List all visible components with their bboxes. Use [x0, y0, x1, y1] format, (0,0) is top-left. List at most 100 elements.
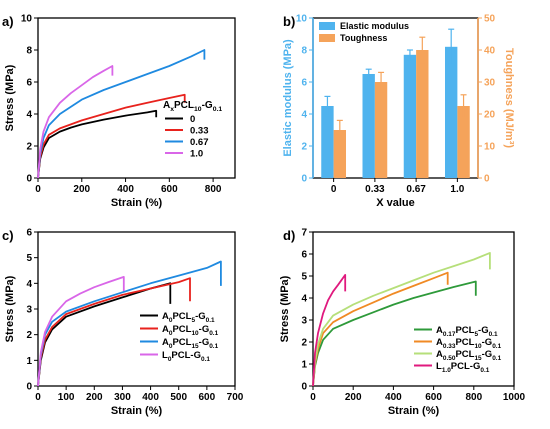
y-tick-label: 4: [301, 294, 307, 305]
legend-label: A0PCL15-G0.1: [162, 337, 219, 350]
x-tick-label: 200: [345, 392, 362, 403]
legend-text-part: 0.1: [206, 317, 215, 324]
y-tick-label: 1: [26, 356, 32, 367]
x-tick-label: 700: [227, 392, 244, 403]
plot-frame: [37, 231, 236, 387]
legend-label: A0.50PCL15-G0.1: [436, 349, 502, 362]
legend-label: A0PCL5-G0.1: [162, 311, 215, 324]
y-tick-label: 2: [26, 330, 32, 341]
legend-text-part: 5: [191, 317, 195, 324]
y-tick-label-left: 6: [301, 78, 307, 89]
x-tick-label: 0: [310, 392, 316, 403]
legend-text-part: 1.0: [442, 367, 451, 374]
y-axis-label-right: Toughness (MJ/m³): [503, 48, 515, 148]
x-tick-label: 200: [86, 392, 103, 403]
legend-text-part: -G: [482, 349, 493, 360]
series-line-3: [37, 65, 114, 179]
y-axis-label-left: Elastic modulus (MPa): [282, 39, 294, 157]
legend-text-part: -G: [199, 337, 210, 348]
x-tick-label: 1.0: [450, 184, 464, 195]
plot-frame: [312, 231, 515, 387]
legend-text-part: A: [436, 349, 443, 360]
x-tick-label: 600: [425, 392, 442, 403]
x-tick-label: 0.33: [365, 184, 385, 195]
panel-label: c): [2, 228, 14, 243]
bar: [333, 130, 346, 178]
y-tick-label: 5: [26, 253, 32, 264]
legend-text-part: PCL: [455, 349, 474, 360]
legend-label: 0.33: [190, 126, 209, 137]
y-tick-label: 2: [26, 142, 32, 153]
bar: [362, 74, 375, 178]
y-tick-label: 4: [26, 110, 32, 121]
legend-label: Toughness: [340, 33, 387, 43]
y-tick-label: 10: [21, 14, 33, 25]
panel-label: a): [2, 14, 14, 29]
y-tick-label-right: 50: [484, 14, 496, 25]
series-line-2: [37, 49, 206, 179]
bar: [374, 82, 388, 178]
y-tick-label-right: 10: [484, 142, 496, 153]
bar: [457, 106, 470, 178]
legend-text-part: PCL-G: [171, 350, 201, 361]
bar: [445, 46, 458, 178]
y-tick-label: 6: [26, 78, 32, 89]
panel-label: d): [283, 228, 295, 243]
series-line-2: [312, 251, 491, 387]
x-tick-label: 1000: [503, 392, 526, 403]
legend-text-part: 10: [474, 343, 482, 350]
y-tick-label: 5: [301, 272, 307, 283]
x-tick-label: 600: [161, 184, 178, 195]
y-axis-label: Stress (MPa): [279, 275, 291, 342]
legend-label: 0: [190, 114, 195, 125]
x-tick-label: 800: [205, 184, 222, 195]
legend-text-part: 0.1: [480, 367, 489, 374]
y-tick-label: 8: [26, 46, 32, 57]
legend-swatch: [319, 22, 335, 30]
legend-text-part: L: [162, 350, 168, 361]
y-tick-label-right: 0: [484, 174, 490, 185]
legend-text-part: 0.1: [489, 331, 498, 338]
legend-label: A0.33PCL10-G0.1: [436, 337, 502, 350]
y-tick-label: 4: [26, 279, 32, 290]
x-axis-label: X value: [376, 197, 415, 209]
legend-text-part: PCL-G: [451, 361, 481, 372]
series-line-0: [37, 109, 158, 179]
legend-text-part: -G: [202, 100, 213, 111]
legend-title: AxPCL10-G0.1: [163, 100, 222, 113]
x-tick-label: 300: [114, 392, 131, 403]
y-tick-label-left: 8: [301, 46, 307, 57]
legend-text-part: 0.33: [443, 343, 456, 350]
y-tick-label-left: 0: [301, 174, 307, 185]
legend-text-part: 0.1: [492, 355, 501, 362]
x-tick-label: 0.67: [406, 184, 426, 195]
x-tick-label: 100: [58, 392, 75, 403]
legend-text-part: 10: [194, 106, 202, 113]
y-axis-label: Stress (MPa): [4, 64, 16, 131]
plot-frame: [37, 17, 236, 179]
legend-text-part: -G: [482, 337, 493, 348]
legend-label: L1.0PCL-G0.1: [436, 361, 490, 374]
y-tick-label: 0: [26, 382, 32, 393]
legend-text-part: 0: [169, 343, 173, 350]
x-tick-label: 800: [465, 392, 482, 403]
legend-text-part: A: [162, 324, 169, 335]
legend-text-part: L: [436, 361, 442, 372]
legend-text-part: PCL: [172, 324, 191, 335]
x-tick-label: 0: [35, 184, 41, 195]
y-tick-label-right: 30: [484, 78, 496, 89]
legend-swatch: [319, 34, 335, 42]
y-tick-label: 0: [26, 174, 32, 185]
x-tick-label: 400: [385, 392, 402, 403]
x-axis-label: Strain (%): [388, 405, 440, 417]
legend-text-part: 10: [191, 330, 199, 337]
x-axis-label: Strain (%): [111, 197, 163, 209]
y-tick-label: 7: [301, 228, 307, 239]
y-tick-label: 2: [301, 338, 307, 349]
legend-text-part: 15: [191, 343, 199, 350]
series-line-3: [37, 275, 125, 387]
legend-text-part: A: [436, 325, 443, 336]
legend-label: 0.67: [190, 137, 209, 148]
